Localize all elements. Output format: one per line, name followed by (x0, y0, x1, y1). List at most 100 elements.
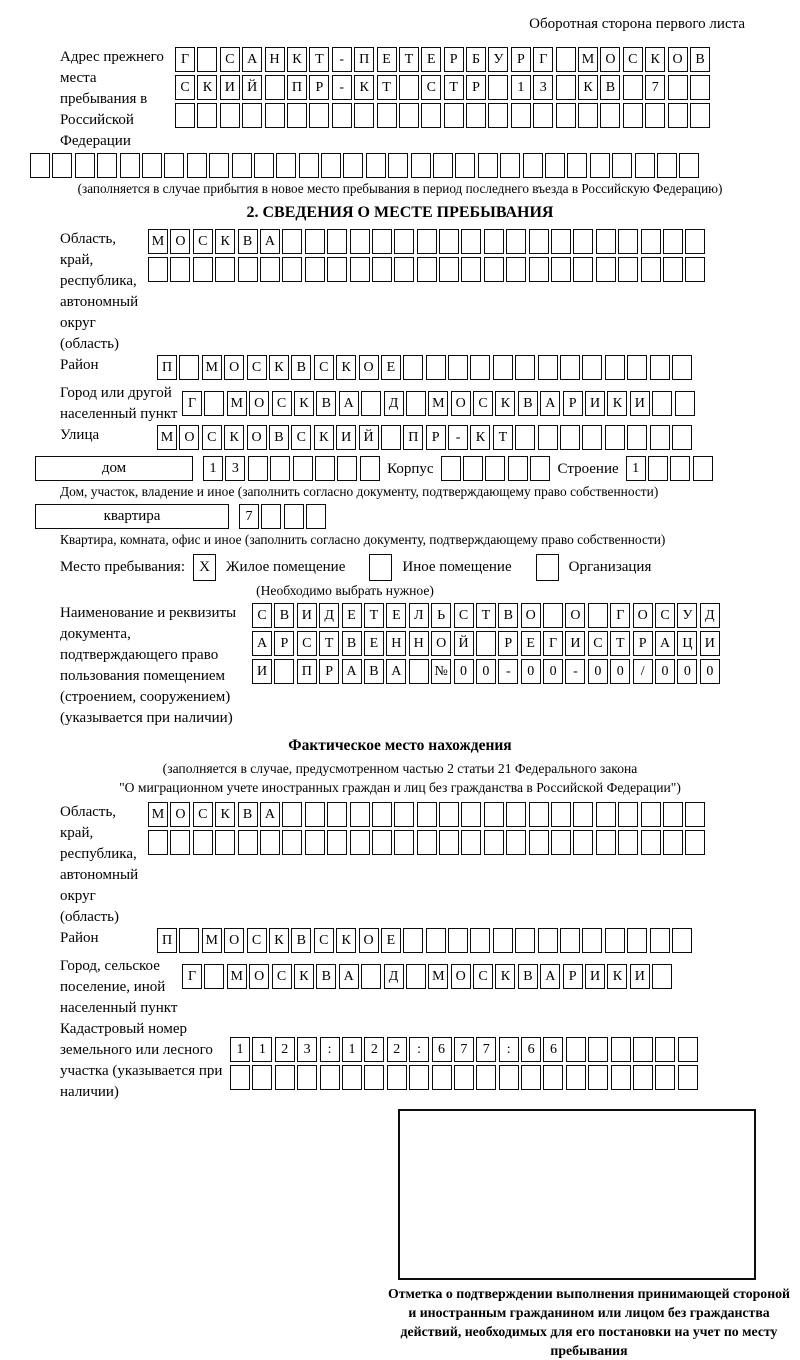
char-cell[interactable]: О (431, 631, 452, 656)
char-cell[interactable] (573, 802, 594, 827)
char-cell[interactable] (649, 355, 670, 380)
char-cell[interactable]: И (565, 631, 586, 656)
char-cell[interactable] (649, 425, 670, 450)
char-cell[interactable]: К (607, 964, 628, 989)
char-cell[interactable]: Р (274, 631, 295, 656)
char-cell[interactable]: В (274, 603, 295, 628)
char-cell[interactable]: Й (358, 425, 379, 450)
char-cell[interactable] (515, 928, 536, 953)
char-cell[interactable] (276, 153, 297, 178)
char-cell[interactable] (537, 355, 558, 380)
char-cell[interactable] (662, 802, 683, 827)
char-cell[interactable] (667, 75, 688, 100)
char-cell[interactable] (304, 802, 325, 827)
char-cell[interactable]: М (201, 928, 222, 953)
char-cell[interactable]: Т (363, 603, 384, 628)
char-cell[interactable] (551, 257, 572, 282)
char-cell[interactable] (408, 659, 429, 684)
char-cell[interactable]: Й (242, 75, 263, 100)
char-cell[interactable] (219, 103, 240, 128)
char-cell[interactable]: В (600, 75, 621, 100)
char-cell[interactable] (528, 257, 549, 282)
char-cell[interactable] (394, 257, 415, 282)
char-cell[interactable]: Р (319, 659, 340, 684)
char-cell[interactable]: О (450, 964, 471, 989)
char-cell[interactable]: Д (383, 964, 404, 989)
char-cell[interactable] (544, 153, 565, 178)
char-cell[interactable] (30, 153, 50, 178)
char-cell[interactable] (634, 153, 655, 178)
char-cell[interactable] (259, 257, 280, 282)
char-cell[interactable]: К (224, 425, 245, 450)
char-cell[interactable]: Е (380, 355, 401, 380)
char-cell[interactable]: В (498, 603, 519, 628)
char-cell[interactable] (230, 1065, 250, 1090)
char-cell[interactable]: Т (443, 75, 464, 100)
char-cell[interactable] (179, 355, 200, 380)
char-cell[interactable] (204, 964, 225, 989)
char-cell[interactable]: К (495, 964, 516, 989)
char-cell[interactable]: № (431, 659, 452, 684)
char-cell[interactable] (498, 1065, 519, 1090)
char-cell[interactable]: У (677, 603, 698, 628)
char-cell[interactable]: Б (466, 47, 487, 72)
char-cell[interactable] (667, 103, 688, 128)
char-cell[interactable] (448, 928, 469, 953)
char-cell[interactable] (589, 153, 610, 178)
char-cell[interactable] (685, 257, 706, 282)
char-cell[interactable]: Р (498, 631, 519, 656)
char-cell[interactable] (448, 355, 469, 380)
char-cell[interactable]: Г (533, 47, 554, 72)
char-cell[interactable] (573, 229, 594, 254)
char-cell[interactable] (337, 456, 358, 481)
char-cell[interactable]: И (252, 659, 272, 684)
char-cell[interactable] (565, 1065, 586, 1090)
char-cell[interactable]: И (629, 964, 650, 989)
char-cell[interactable]: О (224, 928, 245, 953)
char-cell[interactable] (405, 964, 426, 989)
char-cell[interactable]: О (632, 603, 653, 628)
char-cell[interactable]: 1 (341, 1037, 362, 1062)
char-cell[interactable]: М (578, 47, 599, 72)
char-cell[interactable]: О (224, 355, 245, 380)
char-cell[interactable] (148, 830, 168, 855)
char-cell[interactable] (270, 456, 291, 481)
char-cell[interactable]: О (600, 47, 621, 72)
char-cell[interactable]: О (358, 928, 379, 953)
char-cell[interactable] (292, 456, 313, 481)
char-cell[interactable]: П (354, 47, 375, 72)
char-cell[interactable] (331, 103, 352, 128)
char-cell[interactable]: Р (425, 425, 446, 450)
char-cell[interactable]: 0 (677, 659, 698, 684)
char-cell[interactable] (380, 425, 401, 450)
char-cell[interactable] (416, 229, 437, 254)
char-cell[interactable] (662, 830, 683, 855)
char-cell[interactable] (506, 830, 527, 855)
char-cell[interactable]: О (170, 229, 191, 254)
char-cell[interactable] (253, 153, 274, 178)
char-cell[interactable] (204, 391, 225, 416)
checkbox-other-premises[interactable] (369, 554, 393, 581)
char-cell[interactable] (595, 229, 616, 254)
char-cell[interactable]: Е (376, 47, 397, 72)
char-cell[interactable] (633, 1037, 654, 1062)
char-cell[interactable]: С (246, 355, 267, 380)
char-cell[interactable]: А (338, 391, 359, 416)
char-cell[interactable] (595, 802, 616, 827)
char-cell[interactable]: 3 (297, 1037, 318, 1062)
char-cell[interactable]: 0 (453, 659, 474, 684)
char-cell[interactable] (560, 355, 581, 380)
char-cell[interactable] (141, 153, 162, 178)
char-cell[interactable]: Н (264, 47, 285, 72)
char-cell[interactable] (475, 631, 496, 656)
char-cell[interactable] (488, 75, 509, 100)
char-cell[interactable] (677, 1037, 698, 1062)
char-cell[interactable] (439, 257, 460, 282)
char-cell[interactable] (677, 1065, 698, 1090)
char-cell[interactable]: / (632, 659, 653, 684)
char-cell[interactable]: Т (492, 425, 513, 450)
char-cell[interactable] (622, 75, 643, 100)
char-cell[interactable]: - (331, 75, 352, 100)
char-cell[interactable]: С (622, 47, 643, 72)
char-cell[interactable] (170, 257, 191, 282)
